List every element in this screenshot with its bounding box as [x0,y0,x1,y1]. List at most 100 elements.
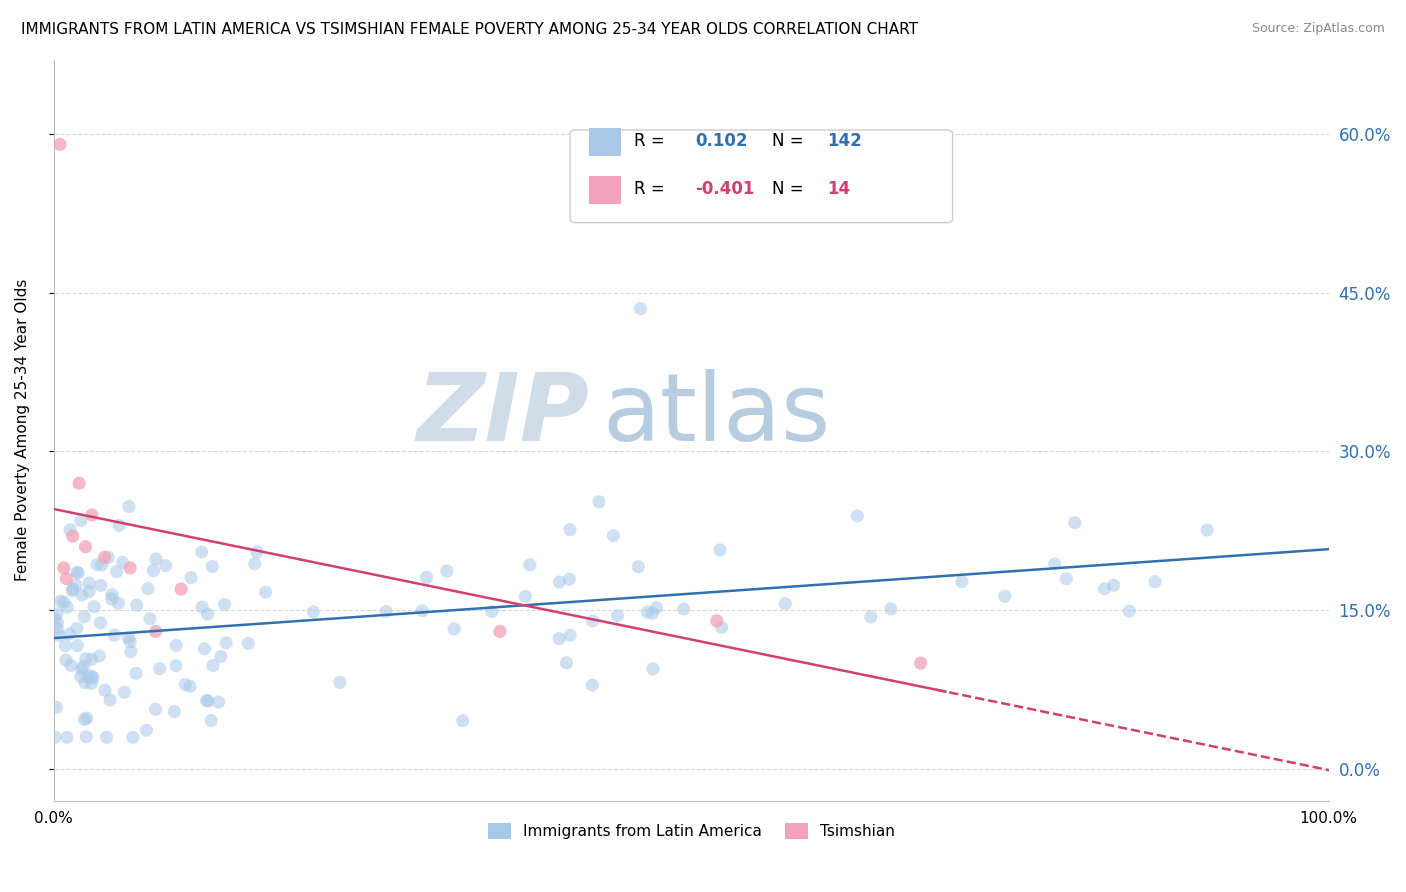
Text: atlas: atlas [602,369,830,461]
Point [627,559,650,574]
Text: N =: N = [772,132,808,150]
FancyBboxPatch shape [589,128,621,156]
Point [197,607,219,622]
Point [44,612,66,626]
Point [108,518,131,533]
Point [111,555,134,569]
Point [238,636,260,650]
Point [630,301,652,316]
Point [52,595,75,609]
Point [1043,557,1066,571]
Point [443,622,465,636]
Text: R =: R = [634,132,669,150]
Point [100,592,122,607]
Point [76,711,98,725]
Text: IMMIGRANTS FROM LATIN AMERICA VS TSIMSHIAN FEMALE POVERTY AMONG 25-34 YEAR OLDS : IMMIGRANTS FROM LATIN AMERICA VS TSIMSHI… [21,22,918,37]
Point [55,653,77,667]
Point [1197,523,1219,537]
Point [107,596,129,610]
Point [201,658,224,673]
Point [89,648,111,663]
Point [72,659,94,673]
Point [75,652,97,666]
Point [62,583,84,598]
Point [45,700,67,714]
Point [125,666,148,681]
Point [80,669,103,683]
Point [82,671,104,685]
Point [56,731,79,745]
Point [149,662,172,676]
Legend: Immigrants from Latin America, Tsimshian: Immigrants from Latin America, Tsimshian [482,817,901,845]
Point [53,639,76,653]
Point [120,634,142,648]
Point [846,509,869,524]
Point [519,558,541,572]
Point [163,705,186,719]
Point [558,523,581,537]
Point [105,565,128,579]
Point [195,693,218,707]
Point [56,600,79,615]
FancyBboxPatch shape [589,176,621,204]
Point [950,574,973,589]
Point [645,600,668,615]
Point [46,622,69,636]
Point [200,714,222,728]
Point [145,624,167,639]
Point [994,590,1017,604]
Point [197,694,219,708]
Point [555,656,578,670]
Point [588,495,610,509]
Point [46,615,69,630]
Point [191,600,214,615]
Point [560,628,582,642]
Point [641,607,664,621]
Point [193,641,215,656]
Point [1094,582,1116,596]
Point [515,590,537,604]
Point [214,598,236,612]
Point [120,561,142,575]
Point [112,685,135,699]
Point [98,693,121,707]
Point [1054,572,1077,586]
Point [451,714,474,728]
Point [103,628,125,642]
Point [672,602,695,616]
Point [302,605,325,619]
Point [52,561,75,575]
Point [602,529,624,543]
Point [120,644,142,658]
Point [62,529,84,543]
Point [89,615,111,630]
Point [136,582,159,596]
Point [49,137,72,152]
Point [246,545,269,559]
Point [66,639,89,653]
Point [67,566,90,580]
Point [80,508,103,522]
Point [142,564,165,578]
Point [548,575,571,590]
Point [62,582,84,596]
Point [77,576,100,591]
Text: N =: N = [772,180,808,198]
Point [66,565,89,579]
Point [165,658,187,673]
Point [773,597,796,611]
Point [165,639,187,653]
Text: R =: R = [634,180,669,198]
Point [710,620,733,634]
Point [58,627,80,641]
Point [709,543,731,558]
Point [145,552,167,566]
Point [1102,578,1125,592]
Point [69,514,91,528]
Point [118,500,141,514]
Point [582,614,605,628]
Point [139,612,162,626]
Point [180,571,202,585]
Point [94,683,117,698]
Point [93,550,115,565]
